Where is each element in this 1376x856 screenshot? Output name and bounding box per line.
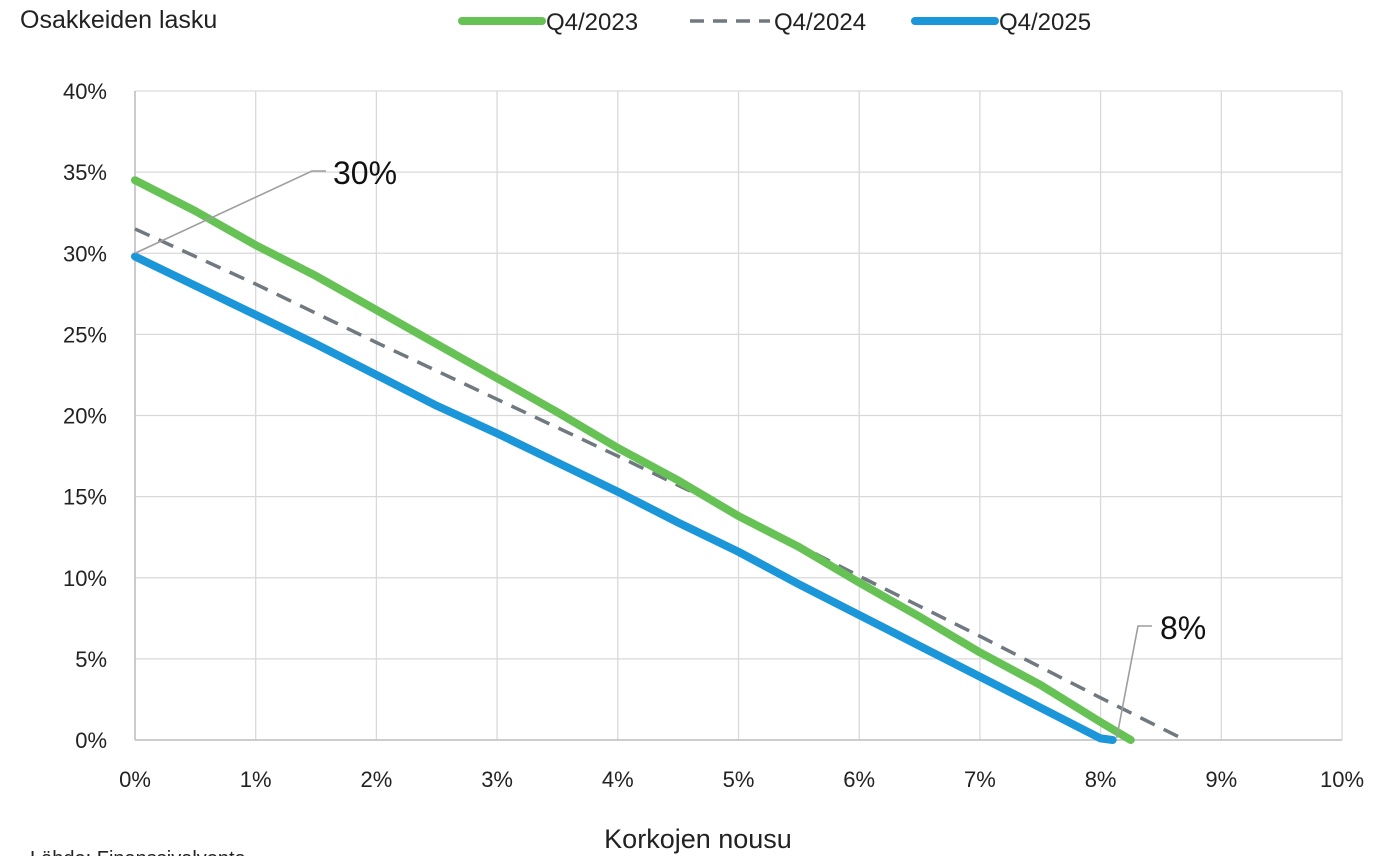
source-note: Lähde: Finanssivalvonta bbox=[30, 848, 247, 856]
x-tick-label: 3% bbox=[481, 767, 513, 792]
x-tick-label: 5% bbox=[723, 767, 755, 792]
y-tick-label: 0% bbox=[75, 728, 107, 753]
x-tick-label: 8% bbox=[1085, 767, 1117, 792]
legend-label: Q4/2023 bbox=[546, 9, 638, 36]
series-line-q4-2023 bbox=[131, 176, 1135, 744]
annotation-label: 8% bbox=[1160, 610, 1206, 646]
legend-label: Q4/2025 bbox=[999, 9, 1091, 36]
annotation-leader-line bbox=[134, 170, 326, 254]
y-tick-label: 10% bbox=[63, 566, 107, 591]
y-tick-label: 20% bbox=[63, 404, 107, 429]
x-axis-ticks: 0% 1% 2% 3% 4% 5% 6% 7% 8% 9% 10% bbox=[119, 767, 1364, 792]
x-tick-label: 9% bbox=[1205, 767, 1237, 792]
x-tick-label: 10% bbox=[1320, 767, 1364, 792]
y-axis-ticks: 0% 5% 10% 15% 20% 25% 30% 35% 40% bbox=[63, 79, 107, 753]
y-tick-label: 15% bbox=[63, 485, 107, 510]
annotation-leader-line bbox=[1115, 625, 1152, 739]
series-layer bbox=[131, 176, 1186, 744]
series-line-q4-2024 bbox=[134, 227, 1186, 742]
y-tick-label: 40% bbox=[63, 79, 107, 104]
annotation-label: 30% bbox=[333, 155, 397, 191]
annotation-layer: 30% 8% bbox=[134, 155, 1206, 739]
legend: Q4/2023 Q4/2024 Q4/2025 bbox=[458, 9, 1091, 36]
series-line-q4-2025 bbox=[131, 252, 1117, 744]
x-tick-label: 2% bbox=[361, 767, 393, 792]
y-tick-label: 30% bbox=[63, 241, 107, 266]
x-tick-label: 6% bbox=[843, 767, 875, 792]
x-tick-label: 0% bbox=[119, 767, 151, 792]
x-tick-label: 1% bbox=[240, 767, 272, 792]
legend-label: Q4/2024 bbox=[774, 9, 866, 36]
x-tick-label: 7% bbox=[964, 767, 996, 792]
x-axis-title: Korkojen nousu bbox=[604, 824, 792, 854]
x-tick-label: 4% bbox=[602, 767, 634, 792]
y-tick-label: 5% bbox=[75, 647, 107, 672]
grid bbox=[134, 90, 1343, 741]
chart-title: Osakkeiden lasku bbox=[20, 6, 217, 34]
y-tick-label: 25% bbox=[63, 322, 107, 347]
y-tick-label: 35% bbox=[63, 160, 107, 185]
